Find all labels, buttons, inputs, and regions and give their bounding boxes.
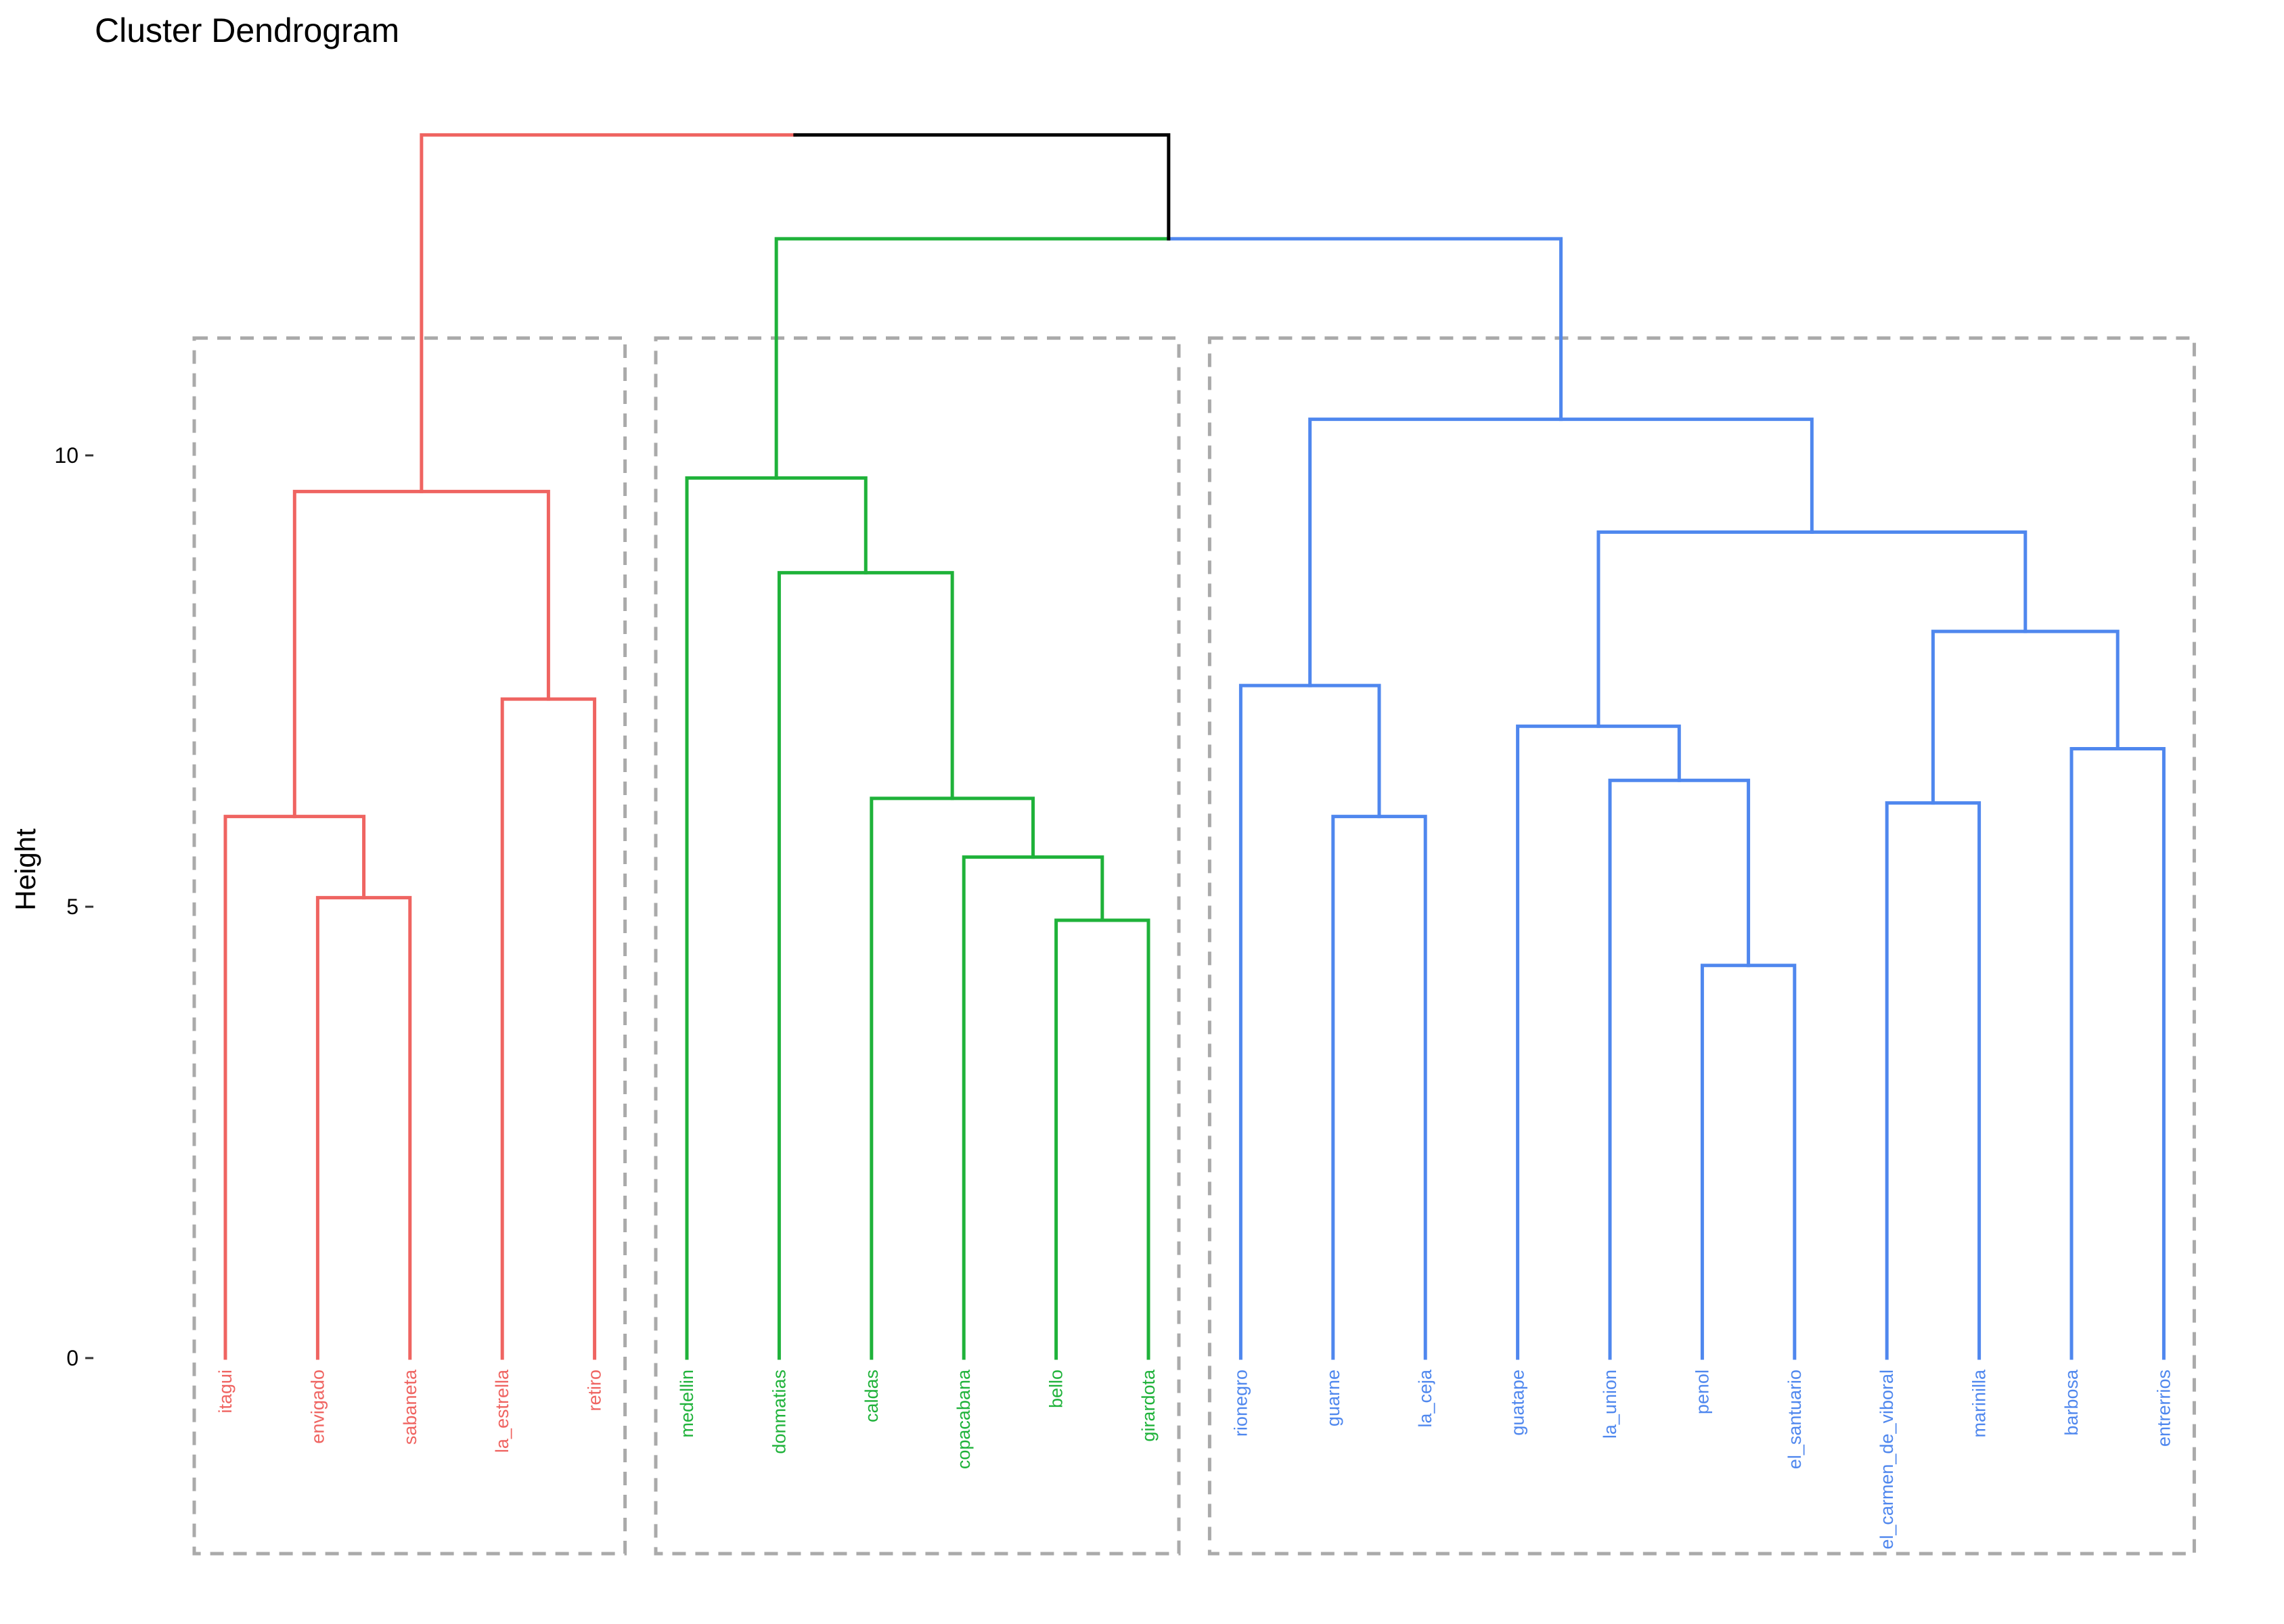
- cluster-box-2: [654, 336, 1181, 1556]
- leaf-label-entrerrios: entrerrios: [2153, 1370, 2174, 1447]
- chart-title: Cluster Dendrogram: [95, 12, 399, 49]
- merge-link-19-left: [774, 237, 1171, 480]
- merge-link-20-right: [793, 133, 1171, 241]
- leaf-label-la_ceja: la_ceja: [1415, 1369, 1435, 1428]
- leaf-label-el_santuario: el_santuario: [1785, 1370, 1805, 1469]
- merge-link-7: [777, 570, 954, 1360]
- leaf-label-la_union: la_union: [1600, 1370, 1620, 1439]
- merge-link-13: [1516, 724, 1681, 1360]
- cluster-box-3: [1207, 336, 2196, 1556]
- cluster-boxes: [192, 336, 2196, 1556]
- leaf-label-itagui: itagui: [215, 1370, 236, 1414]
- leaf-label-envigado: envigado: [307, 1370, 328, 1444]
- merge-link-8: [685, 476, 868, 1360]
- leaf-label-marinilla: marinilla: [1969, 1369, 1990, 1438]
- merge-link-20-left: [420, 133, 797, 493]
- y-axis: 0 5 10: [54, 443, 93, 1370]
- merge-link-4: [1054, 918, 1150, 1360]
- dendrogram-links: [223, 133, 2166, 1360]
- y-tick-label-5: 5: [66, 895, 79, 919]
- leaf-label-el_carmen_de_viboral: el_carmen_de_viboral: [1877, 1370, 1897, 1550]
- merge-link-9: [1331, 815, 1427, 1360]
- leaf-label-la_estrella: la_estrella: [492, 1369, 512, 1453]
- leaf-label-sabaneta: sabaneta: [400, 1369, 420, 1445]
- leaf-label-rionegro: rionegro: [1230, 1370, 1251, 1437]
- leaf-labels: itagui envigado sabaneta la_estrella retiro m…: [215, 1369, 2174, 1550]
- merge-link-0: [315, 896, 412, 1360]
- merge-link-11: [1700, 964, 1797, 1360]
- leaf-label-bello: bello: [1046, 1370, 1067, 1408]
- leaf-label-guarne: guarne: [1323, 1370, 1343, 1426]
- y-tick-label-0: 0: [66, 1346, 79, 1370]
- leaf-label-caldas: caldas: [861, 1370, 882, 1422]
- merge-link-3: [292, 489, 550, 819]
- merge-link-2: [500, 697, 597, 1360]
- merge-link-12: [1608, 778, 1751, 1360]
- merge-link-16: [1931, 629, 2120, 805]
- leaf-label-penol: penol: [1692, 1370, 1712, 1414]
- merge-link-6: [870, 796, 1035, 1360]
- merge-link-10: [1238, 683, 1381, 1360]
- merge-link-15: [2069, 747, 2166, 1360]
- leaf-label-guatape: guatape: [1508, 1370, 1528, 1436]
- cluster-box-1: [192, 336, 627, 1556]
- leaf-label-barbosa: barbosa: [2061, 1369, 2082, 1436]
- leaf-label-girardota: girardota: [1138, 1369, 1159, 1442]
- merge-link-18: [1308, 418, 1814, 687]
- merge-link-14: [1885, 801, 1981, 1360]
- y-axis-label: Height: [9, 828, 41, 911]
- leaf-label-retiro: retiro: [585, 1370, 605, 1412]
- leaf-label-donmatias: donmatias: [769, 1370, 789, 1454]
- y-tick-label-10: 10: [54, 443, 79, 468]
- leaf-label-medellin: medellin: [677, 1370, 697, 1438]
- merge-link-19-right: [1167, 237, 1563, 422]
- merge-link-17: [1596, 530, 2028, 728]
- merge-link-5: [962, 855, 1104, 1360]
- leaf-label-copacabana: copacabana: [954, 1369, 974, 1469]
